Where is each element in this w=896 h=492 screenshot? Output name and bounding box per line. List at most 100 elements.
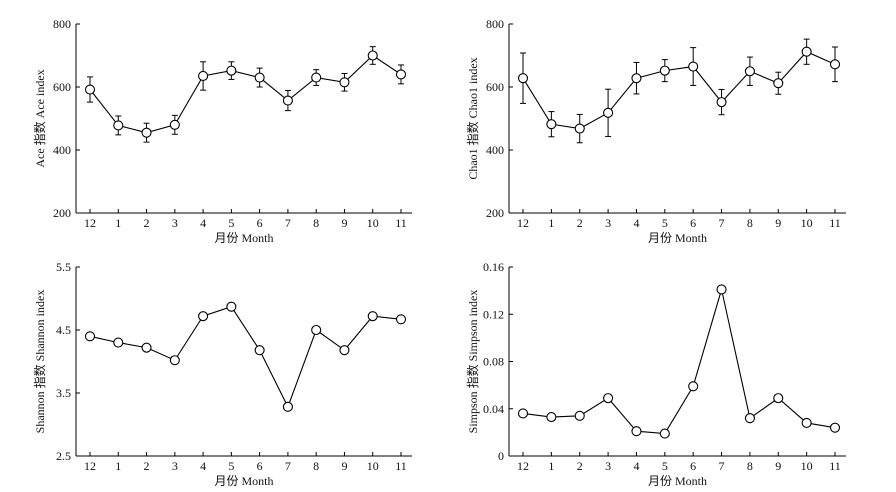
ace-data-point (169, 119, 180, 130)
ace-data-point (311, 72, 322, 83)
chao1-x-tick-label: 12 (517, 216, 529, 230)
ace-x-axis-label: 月份 Month (214, 231, 273, 245)
ace-x-tick-label: 11 (395, 216, 407, 230)
shannon-data-point (113, 337, 124, 348)
ace-y-axis-label: Ace 指数 Ace index (32, 69, 47, 167)
ace-data-point (113, 120, 124, 131)
ace-data-point (339, 77, 350, 88)
simpson-x-tick-label: 6 (690, 459, 696, 473)
simpson-x-tick-label: 12 (517, 459, 529, 473)
chao1-x-tick-label: 4 (633, 216, 639, 230)
shannon-x-tick-label: 12 (84, 459, 96, 473)
ace-x-tick-label: 10 (367, 216, 379, 230)
ace-x-tick-label: 4 (200, 216, 206, 230)
shannon-x-tick-label: 7 (285, 459, 291, 473)
ace-x-tick-label: 7 (285, 216, 291, 230)
shannon-x-tick-label: 5 (228, 459, 234, 473)
ace-x-tick-label: 1 (115, 216, 121, 230)
chao1-x-tick-label: 1 (548, 216, 554, 230)
ace-data-point (226, 65, 237, 76)
chao1-x-tick-label: 5 (662, 216, 668, 230)
chao1-data-point (744, 66, 755, 77)
ace-data-point (282, 95, 293, 106)
ace-x-tick-label: 2 (144, 216, 150, 230)
chao1-data-point (659, 65, 670, 76)
simpson-y-tick-label: 0 (498, 449, 504, 463)
shannon-data-point (339, 345, 350, 356)
ace-y-tick-label: 200 (53, 206, 71, 220)
chao1-data-point (801, 46, 812, 57)
ace-x-tick-label: 8 (313, 216, 319, 230)
ace-data-point (141, 127, 152, 138)
shannon-data-point (282, 401, 293, 412)
simpson-x-tick-label: 3 (605, 459, 611, 473)
shannon-x-tick-label: 10 (367, 459, 379, 473)
shannon-data-point (141, 342, 152, 353)
shannon-y-tick-label: 2.5 (56, 449, 71, 463)
ace-x-tick-label: 9 (341, 216, 347, 230)
simpson-data-point (603, 393, 614, 404)
shannon-data-point (311, 324, 322, 336)
simpson-x-tick-label: 5 (662, 459, 668, 473)
chao1-data-point (517, 73, 529, 84)
chao1-y-tick-label: 200 (486, 206, 504, 220)
shannon-y-tick-label: 4.5 (56, 323, 71, 337)
simpson-x-tick-label: 1 (548, 459, 554, 473)
shannon-x-tick-label: 8 (313, 459, 319, 473)
simpson-x-tick-label: 4 (633, 459, 639, 473)
chao1-x-tick-label: 2 (577, 216, 583, 230)
simpson-y-tick-label: 0.12 (483, 307, 504, 321)
simpson-data-point (801, 417, 812, 428)
simpson-data-point (688, 381, 699, 392)
ace-series-line (89, 54, 402, 134)
chao1-data-point (829, 59, 841, 70)
shannon-x-tick-label: 4 (200, 459, 206, 473)
chao1-x-tick-label: 11 (829, 216, 841, 230)
shannon-series-line (89, 306, 402, 409)
ace-data-point (367, 50, 378, 61)
simpson-x-tick-label: 7 (719, 459, 725, 473)
shannon-x-tick-label: 1 (115, 459, 121, 473)
shannon-y-tick-label: 5.5 (56, 260, 71, 274)
shannon-data-point (226, 301, 237, 312)
chao1-y-tick-label: 400 (486, 143, 504, 157)
simpson-x-tick-label: 9 (775, 459, 781, 473)
shannon-data-point (254, 345, 265, 356)
shannon-data-point (84, 331, 96, 342)
simpson-x-tick-label: 11 (829, 459, 841, 473)
ace-y-tick-label: 800 (53, 17, 71, 31)
chao1-y-axis-label: Chao1 指数 Chao1 index (465, 57, 480, 179)
shannon-x-tick-label: 6 (257, 459, 263, 473)
chao1-x-tick-label: 3 (605, 216, 611, 230)
shannon-x-tick-label: 2 (144, 459, 150, 473)
simpson-y-axis-label: Simpson 指数 Simpson index (465, 290, 480, 434)
shannon-x-tick-label: 9 (341, 459, 347, 473)
simpson-y-tick-label: 0.04 (483, 402, 504, 416)
chao1-data-point (716, 97, 727, 108)
simpson-data-point (773, 393, 784, 404)
shannon-data-point (169, 355, 180, 366)
chao1-data-point (688, 61, 699, 72)
simpson-x-tick-label: 10 (801, 459, 813, 473)
chao1-x-tick-label: 10 (801, 216, 813, 230)
simpson-data-point (517, 408, 529, 419)
chao1-x-tick-label: 9 (775, 216, 781, 230)
chao1-data-point (574, 123, 585, 134)
simpson-data-point (574, 410, 585, 421)
chao1-y-tick-label: 800 (486, 17, 504, 31)
simpson-x-tick-label: 2 (577, 459, 583, 473)
chao1-data-point (546, 119, 557, 130)
ace-x-tick-label: 12 (84, 216, 96, 230)
chao1-data-point (603, 107, 614, 118)
chao1-data-point (773, 78, 784, 89)
chao1-x-tick-label: 6 (690, 216, 696, 230)
ace-x-tick-label: 6 (257, 216, 263, 230)
chao1-data-point (631, 73, 642, 84)
ace-data-point (198, 70, 209, 82)
simpson-data-point (744, 413, 755, 424)
